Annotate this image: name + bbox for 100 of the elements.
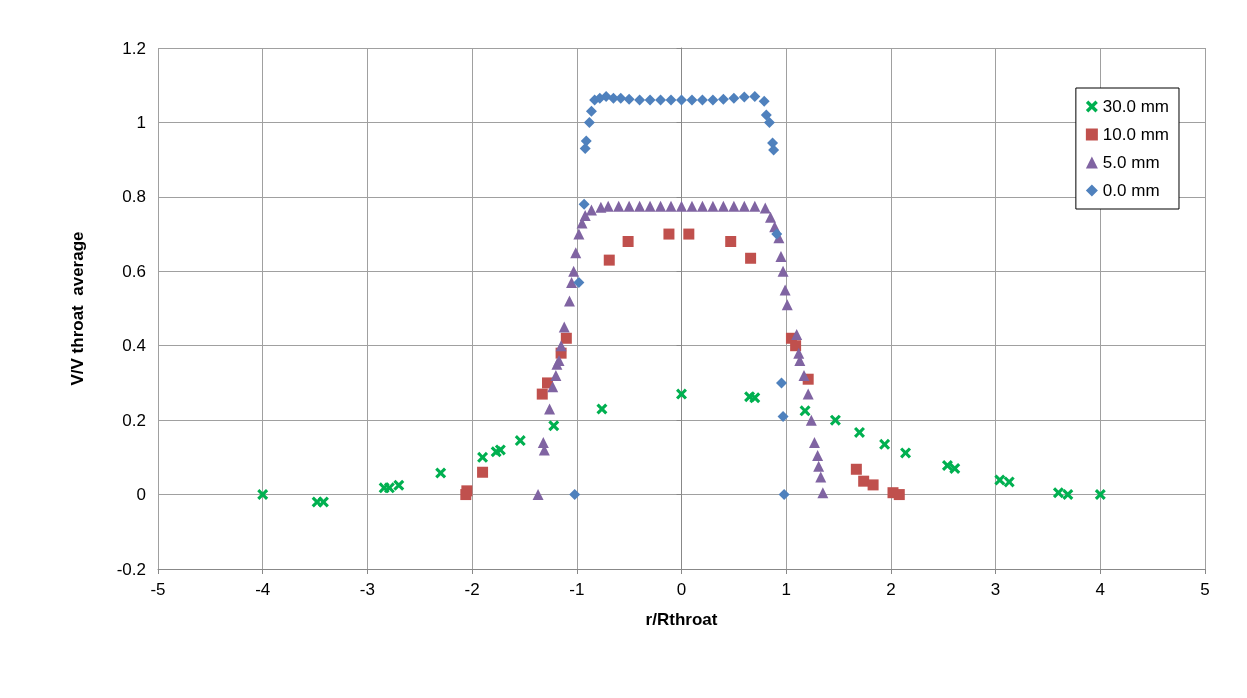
point <box>759 202 771 214</box>
point <box>808 436 820 448</box>
point <box>725 236 737 248</box>
point <box>558 321 570 333</box>
x-tick-label: -1 <box>569 580 585 599</box>
point <box>585 105 597 117</box>
point <box>580 135 592 147</box>
point <box>777 265 789 277</box>
point <box>775 377 787 389</box>
point <box>317 496 329 508</box>
y-tick-label: 0.4 <box>122 336 146 356</box>
point <box>579 209 591 221</box>
point <box>655 200 667 212</box>
x-tick-label: -4 <box>255 580 271 599</box>
point <box>941 460 953 472</box>
x-tick-label: -3 <box>359 580 375 599</box>
point <box>603 254 615 266</box>
point <box>893 489 905 501</box>
point <box>683 228 695 240</box>
point <box>644 94 656 106</box>
point <box>696 94 708 106</box>
x-tick-label: 3 <box>990 580 1001 599</box>
point <box>536 388 548 400</box>
point <box>1062 489 1074 501</box>
point <box>779 284 791 296</box>
point <box>738 200 750 212</box>
legend-label: 5.0 mm <box>1102 153 1160 172</box>
point <box>566 276 578 288</box>
point <box>777 410 789 422</box>
point <box>879 438 891 450</box>
point <box>547 381 559 393</box>
point <box>853 426 865 438</box>
point <box>596 403 608 415</box>
point <box>477 451 489 463</box>
point <box>622 236 634 248</box>
point <box>696 200 708 212</box>
point <box>514 435 526 447</box>
point <box>544 403 556 415</box>
point <box>799 405 811 417</box>
point <box>994 474 1006 486</box>
x-tick-label: 2 <box>886 580 896 599</box>
point <box>477 466 489 478</box>
y-tick-label: 0.2 <box>122 410 146 430</box>
point <box>728 92 740 104</box>
point <box>1094 489 1106 501</box>
point <box>686 200 698 212</box>
point <box>537 436 549 448</box>
point <box>573 228 585 240</box>
point <box>771 228 783 240</box>
point <box>813 460 825 472</box>
point <box>798 369 810 381</box>
point <box>563 295 575 307</box>
point <box>817 487 829 499</box>
point <box>569 489 581 501</box>
point <box>749 90 761 102</box>
point <box>758 95 770 107</box>
legend-label: 10.0 mm <box>1102 125 1170 144</box>
point <box>644 200 656 212</box>
x-tick-label: 4 <box>1095 580 1106 599</box>
point <box>435 467 447 479</box>
x-tick-label: 5 <box>1200 580 1210 599</box>
point <box>790 340 802 352</box>
point <box>461 485 473 497</box>
legend-label: 0.0 mm <box>1102 181 1160 200</box>
x-tick-label: -2 <box>464 580 480 599</box>
point <box>570 247 582 259</box>
point <box>555 340 567 352</box>
point <box>550 369 562 381</box>
point <box>676 388 687 400</box>
point <box>686 94 698 106</box>
point <box>815 471 827 483</box>
point <box>393 479 405 491</box>
x-axis-title: r/Rthroat <box>645 610 718 629</box>
point <box>663 228 675 240</box>
y-axis-title: V/V throat average <box>68 231 87 386</box>
legend-label: 30.0 mm <box>1102 97 1170 116</box>
point <box>578 198 590 210</box>
y-tick-label: -0.2 <box>116 559 146 579</box>
point <box>676 200 687 212</box>
point <box>900 447 912 459</box>
y-tick-label: 0.8 <box>122 187 146 207</box>
point <box>634 200 646 212</box>
y-tick-label: 1 <box>136 112 146 132</box>
point <box>791 329 803 341</box>
point <box>763 116 775 128</box>
point <box>778 489 790 501</box>
point <box>738 91 750 103</box>
point <box>775 250 787 262</box>
y-tick-label: 0.6 <box>122 261 146 281</box>
point <box>623 200 635 212</box>
point <box>764 211 776 223</box>
x-tick-label: -5 <box>150 580 166 599</box>
y-tick-label: 1.2 <box>122 38 146 58</box>
point <box>583 116 595 128</box>
point <box>850 463 862 475</box>
point <box>867 479 879 491</box>
point <box>858 475 870 487</box>
point <box>717 200 729 212</box>
point <box>665 94 677 106</box>
point <box>676 94 687 106</box>
